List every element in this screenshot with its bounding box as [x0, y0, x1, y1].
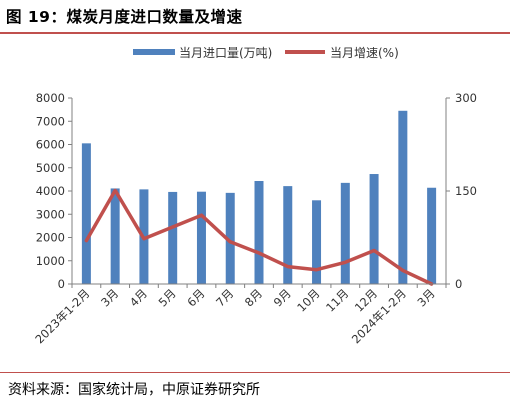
bar — [398, 110, 408, 284]
y-right-tick-label: 150 — [455, 184, 477, 198]
y-left-tick-label: 5000 — [36, 161, 65, 175]
bar — [81, 143, 91, 284]
bar — [254, 181, 264, 284]
x-tick-label: 4月 — [127, 286, 150, 309]
x-tick-label: 2023年1-2月 — [32, 286, 92, 346]
source-note: 资料来源：国家统计局，中原证券研究所 — [8, 382, 260, 398]
x-tick-label: 3月 — [415, 286, 438, 309]
y-left-tick-label: 1000 — [36, 254, 65, 268]
legend-label-line: 当月增速(%) — [330, 46, 399, 60]
top-divider — [0, 32, 510, 34]
y-right-tick-label: 300 — [455, 91, 477, 105]
x-tick-label: 7月 — [213, 286, 236, 309]
x-tick-label: 8月 — [242, 286, 265, 309]
x-tick-label: 10月 — [294, 286, 322, 314]
y-left-tick-label: 6000 — [36, 138, 65, 152]
y-left-tick-label: 8000 — [36, 91, 65, 105]
bar — [196, 191, 206, 284]
y-left-tick-label: 2000 — [36, 231, 65, 245]
x-tick-label: 6月 — [184, 286, 207, 309]
y-left-tick-label: 7000 — [36, 114, 65, 128]
line-series — [84, 188, 434, 286]
bar — [312, 200, 322, 284]
bar — [168, 191, 178, 284]
legend: 当月进口量(万吨) 当月增速(%) — [133, 46, 399, 60]
bottom-divider — [0, 372, 510, 373]
legend-swatch-bar — [133, 49, 175, 55]
chart: 当月进口量(万吨) 当月增速(%) 01000200030004000500060… — [32, 46, 477, 346]
x-tick-label: 11月 — [323, 286, 351, 314]
y-left-tick-label: 0 — [58, 277, 65, 291]
bar — [110, 188, 120, 284]
bar — [427, 187, 437, 284]
x-tick-label: 9月 — [271, 286, 294, 309]
x-tick-label: 5月 — [156, 286, 179, 309]
figure-title: 图 19：煤炭月度进口数量及增速 — [6, 8, 243, 26]
y-left-tick-label: 3000 — [36, 207, 65, 221]
y-left-tick-label: 4000 — [36, 184, 65, 198]
bar — [369, 174, 379, 284]
x-tick-label: 3月 — [98, 286, 121, 309]
bar — [283, 186, 293, 284]
bar — [225, 192, 235, 284]
legend-label-bar: 当月进口量(万吨) — [179, 46, 272, 60]
bar — [340, 182, 350, 284]
y-right-tick-label: 0 — [455, 277, 462, 291]
